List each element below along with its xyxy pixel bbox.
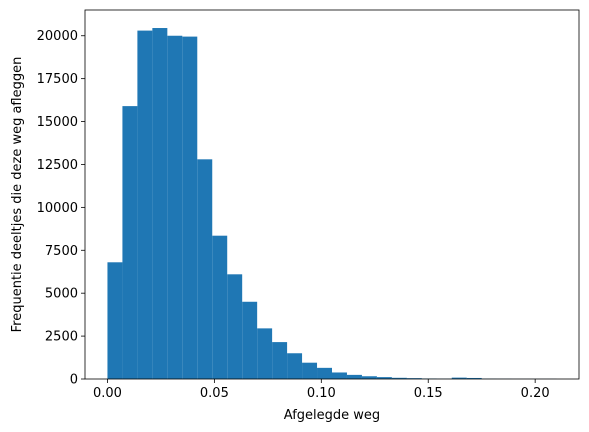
histogram-bar <box>227 274 243 379</box>
y-tick-label: 15000 <box>37 115 78 130</box>
histogram-bar <box>212 235 228 379</box>
x-axis-ticks: 0.00 0.05 0.10 0.15 0.20 <box>93 379 550 401</box>
histogram-bar <box>466 377 482 379</box>
histogram-bar <box>122 106 138 379</box>
y-tick-label: 5000 <box>45 287 78 302</box>
histogram-bar <box>167 35 183 379</box>
y-axis-ticks: 0 2500 5000 7500 10000 12500 15000 17500 20000 <box>37 29 85 388</box>
histogram-bar <box>317 367 332 379</box>
histogram-bar <box>361 376 377 379</box>
histogram-bar <box>137 30 153 380</box>
y-axis-label: Frequentie deeltjes die deze weg aflegge… <box>10 57 25 333</box>
y-tick-label: 12500 <box>37 158 78 173</box>
x-tick-label: 0.20 <box>521 386 550 401</box>
histogram-bar <box>182 36 198 379</box>
histogram-bars <box>107 28 557 380</box>
histogram-bar <box>197 159 213 379</box>
x-tick-label: 0.15 <box>414 386 443 401</box>
y-tick-label: 7500 <box>45 244 78 259</box>
x-tick-label: 0.00 <box>93 386 122 401</box>
histogram-bar <box>242 301 258 379</box>
y-tick-label: 20000 <box>37 29 78 44</box>
plot-frame <box>84 9 580 380</box>
histogram-bar <box>406 378 422 379</box>
histogram-bar <box>302 362 318 379</box>
histogram-bar <box>451 377 467 379</box>
histogram-bar <box>287 353 303 379</box>
y-tick-label: 10000 <box>37 201 78 216</box>
histogram-bar <box>257 328 273 379</box>
histogram-bar <box>107 262 123 379</box>
x-tick-label: 0.10 <box>307 386 336 401</box>
y-tick-label: 0 <box>70 373 78 388</box>
y-tick-label: 2500 <box>45 330 78 345</box>
histogram-bar <box>332 372 347 379</box>
histogram-bar <box>152 28 168 379</box>
histogram-bar <box>391 377 407 379</box>
x-axis-label: Afgelegde weg <box>284 408 380 423</box>
histogram-bar <box>376 377 392 379</box>
x-tick-label: 0.05 <box>200 386 229 401</box>
y-tick-label: 17500 <box>37 72 78 87</box>
histogram-bar <box>346 374 362 379</box>
histogram-bar <box>272 342 288 379</box>
